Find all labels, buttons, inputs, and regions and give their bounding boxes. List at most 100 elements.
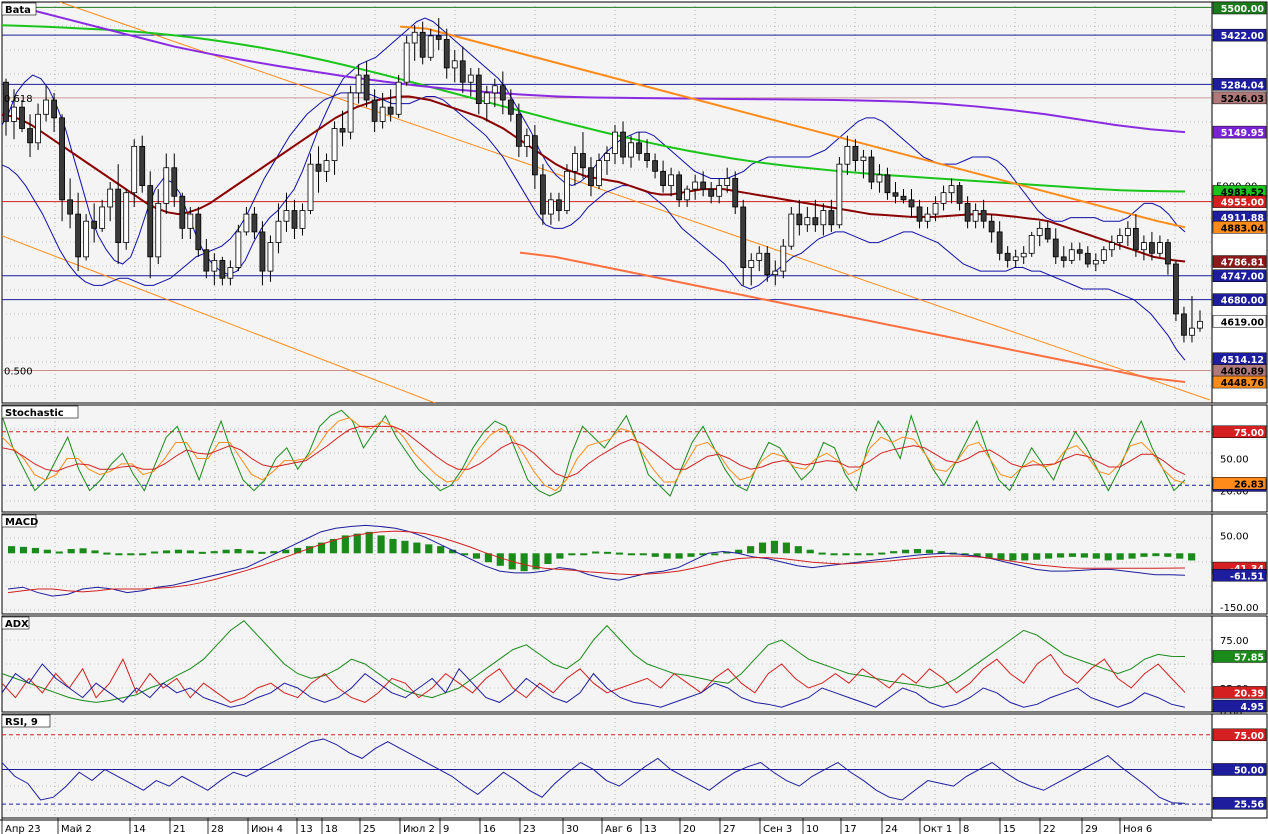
- candle[interactable]: [596, 153, 602, 190]
- candle[interactable]: [395, 75, 402, 118]
- candle[interactable]: [131, 139, 138, 207]
- candle[interactable]: [580, 132, 586, 179]
- candle[interactable]: [75, 192, 82, 272]
- candle[interactable]: [1140, 235, 1147, 261]
- candle[interactable]: [812, 199, 819, 232]
- candle[interactable]: [908, 189, 915, 218]
- candle[interactable]: [1068, 242, 1075, 264]
- candle[interactable]: [331, 121, 338, 175]
- candle[interactable]: [868, 149, 875, 190]
- candle[interactable]: [1173, 260, 1179, 322]
- candle[interactable]: [716, 178, 723, 204]
- candle[interactable]: [996, 221, 1003, 261]
- candle[interactable]: [299, 203, 306, 236]
- candle[interactable]: [660, 160, 666, 193]
- candle[interactable]: [988, 214, 995, 243]
- candle[interactable]: [83, 214, 90, 261]
- candle[interactable]: [1020, 246, 1027, 264]
- candle[interactable]: [1028, 231, 1035, 257]
- candle[interactable]: [1124, 221, 1131, 247]
- candle[interactable]: [147, 171, 154, 279]
- candle[interactable]: [1100, 246, 1107, 264]
- candle[interactable]: [572, 146, 578, 186]
- candle[interactable]: [435, 18, 442, 51]
- candle[interactable]: [1084, 246, 1091, 268]
- candle[interactable]: [836, 157, 843, 229]
- candle[interactable]: [475, 67, 482, 115]
- pane-macd-plot-area[interactable]: [1, 513, 1213, 615]
- candle[interactable]: [379, 92, 386, 129]
- candle[interactable]: [451, 50, 458, 83]
- candle[interactable]: [860, 149, 867, 179]
- candle[interactable]: [964, 196, 971, 229]
- candle[interactable]: [1165, 239, 1171, 275]
- pane-main[interactable]: Bata0.6180.5005000.005500.005422.005284.…: [0, 1, 1268, 404]
- candle[interactable]: [692, 174, 699, 200]
- candle[interactable]: [1060, 246, 1067, 268]
- candle[interactable]: [612, 124, 618, 165]
- candle[interactable]: [1108, 235, 1115, 257]
- candle[interactable]: [828, 199, 835, 232]
- candle[interactable]: [564, 164, 570, 215]
- candle[interactable]: [163, 153, 170, 215]
- candle[interactable]: [740, 199, 747, 286]
- candle[interactable]: [275, 203, 282, 254]
- candle[interactable]: [748, 253, 755, 286]
- candle[interactable]: [139, 135, 146, 193]
- candle[interactable]: [267, 235, 274, 282]
- candle[interactable]: [780, 239, 787, 279]
- candle[interactable]: [700, 171, 707, 197]
- candle[interactable]: [852, 139, 859, 172]
- candle[interactable]: [155, 189, 162, 264]
- candle[interactable]: [483, 85, 490, 122]
- candle[interactable]: [235, 224, 242, 272]
- candle[interactable]: [187, 206, 194, 240]
- candle[interactable]: [371, 89, 378, 133]
- candle[interactable]: [67, 178, 74, 229]
- pane-main-plot-area[interactable]: [1, 1, 1213, 404]
- candle[interactable]: [684, 185, 691, 207]
- candle[interactable]: [43, 85, 49, 122]
- candle[interactable]: [531, 124, 538, 190]
- candle[interactable]: [107, 182, 114, 222]
- candle[interactable]: [51, 92, 57, 133]
- candle[interactable]: [820, 203, 827, 236]
- candle[interactable]: [315, 146, 322, 193]
- candle[interactable]: [219, 256, 226, 286]
- candle[interactable]: [179, 192, 186, 240]
- candle[interactable]: [227, 260, 234, 286]
- candle[interactable]: [676, 171, 683, 207]
- candle[interactable]: [3, 78, 9, 136]
- candle[interactable]: [732, 171, 739, 215]
- candle[interactable]: [548, 192, 554, 225]
- pane-stochastic-plot-area[interactable]: [1, 404, 1213, 513]
- candle[interactable]: [387, 89, 394, 122]
- candle[interactable]: [211, 253, 218, 286]
- candle[interactable]: [1044, 221, 1051, 243]
- candle[interactable]: [604, 146, 610, 175]
- candle[interactable]: [756, 246, 763, 272]
- candle[interactable]: [1189, 296, 1195, 343]
- candle[interactable]: [99, 199, 106, 232]
- candle[interactable]: [796, 199, 803, 236]
- candle[interactable]: [916, 199, 923, 229]
- candle[interactable]: [27, 114, 33, 158]
- candle[interactable]: [283, 192, 290, 232]
- candle[interactable]: [1132, 214, 1139, 257]
- candle[interactable]: [403, 35, 410, 86]
- candle[interactable]: [443, 28, 450, 79]
- candle[interactable]: [884, 167, 891, 200]
- candle[interactable]: [1076, 242, 1083, 261]
- candle[interactable]: [523, 128, 530, 158]
- candle[interactable]: [347, 85, 354, 140]
- candle[interactable]: [355, 64, 362, 104]
- candle[interactable]: [708, 182, 715, 204]
- candle[interactable]: [123, 189, 130, 250]
- candle[interactable]: [411, 25, 418, 61]
- candle[interactable]: [419, 21, 426, 65]
